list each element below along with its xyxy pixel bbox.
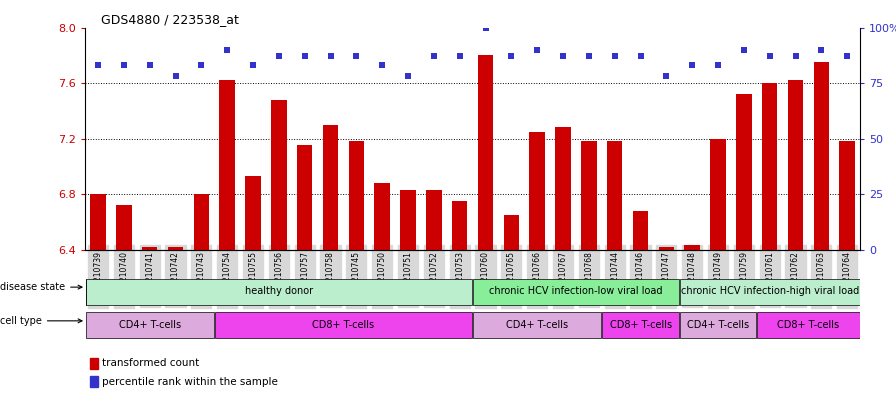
Bar (762, 83, 778, 250)
Bar (659, 247, 674, 250)
Bar (452, 201, 468, 250)
Point (375, 62, 390, 68)
Point (426, 53, 441, 59)
Point (607, 53, 622, 59)
Text: CD4+ T-cells: CD4+ T-cells (118, 320, 181, 330)
Bar (680, 312, 756, 338)
Bar (530, 132, 545, 250)
Bar (90, 358, 98, 369)
Text: CD8+ T-cells: CD8+ T-cells (609, 320, 672, 330)
Bar (401, 190, 416, 250)
Text: transformed count: transformed count (102, 358, 200, 368)
Bar (478, 55, 494, 250)
Bar (142, 247, 158, 250)
Text: chronic HCV infection-high viral load: chronic HCV infection-high viral load (681, 286, 859, 296)
Bar (711, 139, 726, 250)
Bar (86, 312, 214, 338)
Bar (607, 141, 623, 250)
Point (711, 62, 725, 68)
Bar (680, 279, 859, 305)
Text: CD8+ T-cells: CD8+ T-cells (778, 320, 840, 330)
Bar (86, 279, 472, 305)
Point (349, 53, 364, 59)
Text: disease state: disease state (0, 282, 82, 292)
Bar (556, 127, 571, 250)
Bar (757, 312, 859, 338)
Bar (473, 279, 679, 305)
Bar (814, 62, 829, 250)
Point (840, 53, 855, 59)
Point (762, 53, 777, 59)
Text: chronic HCV infection-low viral load: chronic HCV infection-low viral load (489, 286, 663, 296)
Point (116, 62, 131, 68)
Point (685, 62, 700, 68)
Text: CD8+ T-cells: CD8+ T-cells (313, 320, 375, 330)
Bar (737, 94, 752, 250)
Point (142, 62, 157, 68)
Point (659, 73, 674, 79)
Bar (90, 194, 106, 250)
Point (168, 73, 183, 79)
Bar (788, 80, 804, 250)
Bar (116, 205, 132, 250)
Point (530, 47, 545, 53)
Point (814, 47, 829, 53)
Point (504, 53, 519, 59)
Bar (840, 141, 855, 250)
Point (582, 53, 596, 59)
Point (194, 62, 209, 68)
Text: GDS4880 / 223538_at: GDS4880 / 223538_at (100, 13, 238, 26)
Bar (473, 312, 601, 338)
Bar (323, 125, 339, 250)
Bar (582, 141, 597, 250)
Bar (271, 100, 287, 250)
Point (246, 62, 260, 68)
Point (478, 24, 493, 31)
Bar (375, 183, 390, 250)
Text: percentile rank within the sample: percentile rank within the sample (102, 376, 278, 387)
Bar (297, 145, 313, 250)
Text: CD4+ T-cells: CD4+ T-cells (506, 320, 568, 330)
Bar (168, 247, 184, 250)
Point (271, 53, 286, 59)
Bar (504, 215, 519, 250)
Point (737, 47, 751, 53)
Bar (685, 245, 700, 250)
Point (788, 53, 803, 59)
Bar (602, 312, 679, 338)
Point (90, 62, 105, 68)
Point (556, 53, 570, 59)
Text: CD4+ T-cells: CD4+ T-cells (687, 320, 749, 330)
Point (633, 53, 648, 59)
Point (323, 53, 338, 59)
Point (297, 53, 312, 59)
Bar (90, 376, 98, 387)
Bar (426, 190, 442, 250)
Text: healthy donor: healthy donor (245, 286, 313, 296)
Bar (349, 141, 364, 250)
Bar (246, 176, 261, 250)
Text: cell type: cell type (0, 316, 82, 326)
Bar (215, 312, 472, 338)
Bar (194, 194, 209, 250)
Point (401, 73, 415, 79)
Bar (220, 80, 235, 250)
Point (220, 47, 235, 53)
Bar (633, 211, 649, 250)
Point (452, 53, 467, 59)
